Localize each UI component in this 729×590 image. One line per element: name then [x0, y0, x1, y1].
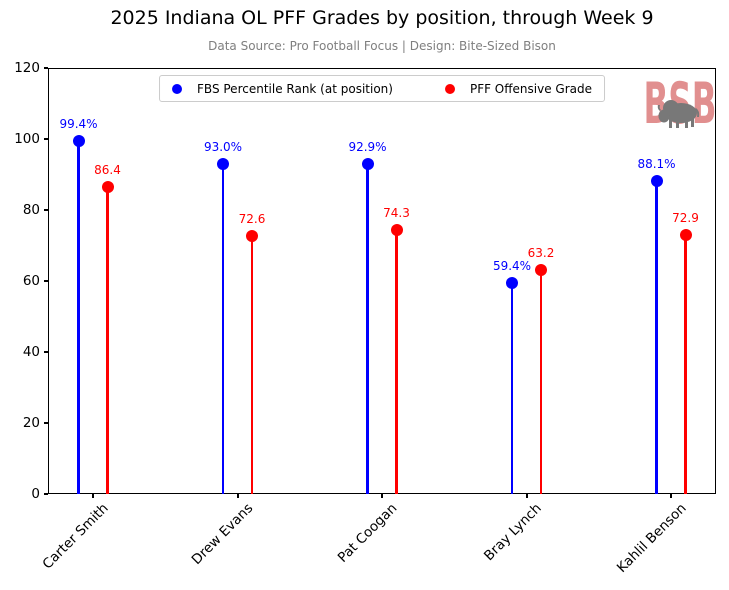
- value-label: 99.4%: [59, 117, 98, 132]
- bsb-logo-text: BSB: [644, 74, 717, 132]
- data-point-marker: [101, 181, 114, 194]
- bsb-logo-graphic: BSB: [644, 71, 717, 137]
- x-axis-tick: [92, 494, 94, 498]
- stem-line: [655, 181, 658, 494]
- y-axis-tick: [44, 67, 48, 69]
- bison-icon: [657, 100, 700, 128]
- y-axis-tick-label: 0: [31, 486, 40, 502]
- y-axis-tick-label: 100: [14, 131, 40, 147]
- value-label: 88.1%: [637, 157, 676, 172]
- value-label: 74.3: [383, 206, 410, 221]
- x-axis-tick: [236, 494, 239, 498]
- stem-line: [106, 187, 109, 494]
- x-axis-tick: [670, 494, 672, 498]
- chart-subtitle: Data Source: Pro Football Focus | Design…: [208, 39, 556, 53]
- legend-entry-percentile: FBS Percentile Rank (at position): [172, 82, 393, 96]
- data-point-marker: [72, 135, 85, 148]
- y-axis-tick-label: 80: [22, 202, 40, 218]
- y-axis-tick-label: 120: [14, 60, 40, 76]
- y-axis-tick: [44, 422, 48, 424]
- x-axis-tick: [525, 494, 528, 498]
- y-axis-tick: [44, 351, 48, 353]
- data-point-marker: [506, 277, 518, 290]
- x-axis-category-label: Kahlil Benson: [613, 500, 690, 576]
- y-axis-tick-label: 60: [22, 273, 40, 289]
- value-label: 63.2: [527, 245, 555, 260]
- chart-title: 2025 Indiana OL PFF Grades by position, …: [110, 7, 654, 29]
- legend-label: PFF Offensive Grade: [469, 81, 592, 96]
- legend: FBS Percentile Rank (at position) PFF Of…: [159, 75, 605, 102]
- data-point-marker: [679, 229, 692, 242]
- x-axis-category-label: Pat Coogan: [335, 500, 401, 566]
- stem-line: [250, 236, 254, 494]
- plot-area: [48, 68, 716, 494]
- y-axis-tick-label: 40: [22, 344, 40, 360]
- x-axis-category-label: Drew Evans: [188, 500, 257, 568]
- value-label: 72.6: [238, 212, 266, 227]
- data-point-marker: [650, 175, 663, 188]
- blue-dot-icon: [172, 83, 183, 94]
- data-point-marker: [361, 158, 374, 171]
- value-label: 92.9%: [348, 140, 387, 155]
- stem-line: [539, 269, 543, 494]
- x-axis-category-label: Bray Lynch: [481, 500, 546, 565]
- value-label: 72.9: [672, 211, 699, 226]
- value-label: 59.4%: [492, 259, 532, 274]
- data-point-marker: [246, 230, 258, 243]
- y-axis-tick-label: 20: [22, 415, 40, 431]
- y-axis-tick: [44, 493, 48, 495]
- data-point-marker: [217, 157, 229, 170]
- y-axis-tick: [44, 280, 48, 282]
- data-point-marker: [390, 224, 403, 237]
- legend-entry-grade: PFF Offensive Grade: [444, 81, 592, 96]
- stem-line: [510, 283, 514, 494]
- value-label: 93.0%: [203, 139, 243, 154]
- y-axis-tick: [44, 209, 48, 211]
- x-axis-tick: [381, 494, 383, 498]
- red-dot-icon: [444, 83, 455, 94]
- stem-line: [366, 164, 369, 494]
- x-axis-category-label: Carter Smith: [39, 500, 112, 573]
- stem-line: [77, 141, 80, 494]
- data-point-marker: [535, 263, 547, 276]
- bsb-logo: BSB: [642, 71, 718, 137]
- stem-line: [221, 163, 225, 494]
- legend-label: FBS Percentile Rank (at position): [197, 81, 393, 96]
- y-axis-tick: [44, 138, 48, 140]
- value-label: 86.4: [94, 163, 121, 178]
- stem-line: [684, 235, 687, 494]
- stem-line: [395, 230, 398, 494]
